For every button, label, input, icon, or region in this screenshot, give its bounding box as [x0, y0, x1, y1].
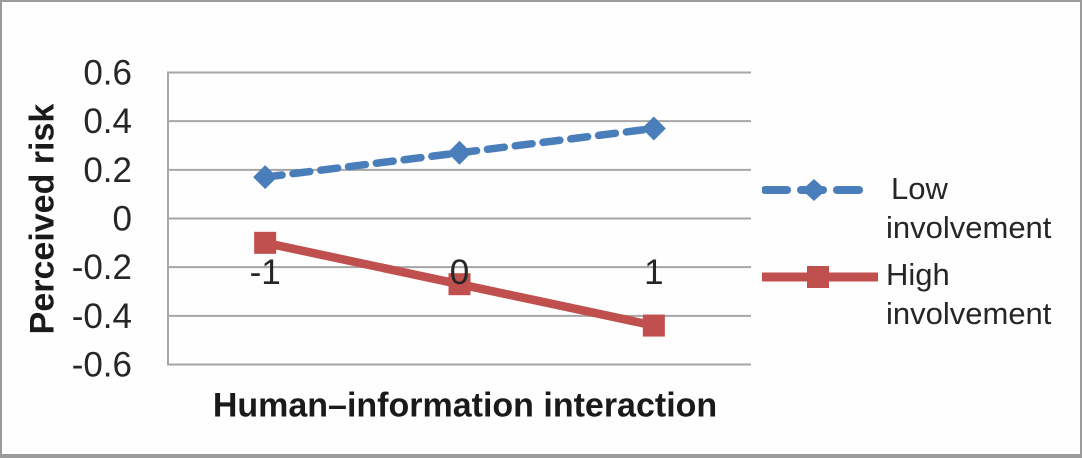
x-tick-label: -1 [250, 253, 281, 292]
square-marker-high-involvement [642, 314, 665, 337]
y-tick-label: 0.4 [83, 102, 132, 141]
legend-label-line: Low [891, 171, 948, 206]
legend-sample-solid-line-icon [762, 266, 878, 288]
y-tick-label: -0.2 [72, 248, 132, 287]
y-tick-label: -0.6 [72, 346, 132, 385]
diamond-marker-low-involvement [447, 140, 472, 165]
legend-sample-dashed-line-icon [762, 179, 866, 201]
legend-label-line: involvement [886, 296, 1052, 331]
x-axis-title: Human–information interaction [212, 386, 718, 425]
legend-label-line: High [886, 257, 950, 292]
y-tick-label: 0 [113, 200, 132, 239]
diamond-marker-low-involvement [253, 165, 278, 190]
legend-label-low-involvement: Low involvement [886, 169, 1051, 247]
x-tick-label: 1 [644, 253, 663, 292]
y-tick-label: 0.2 [83, 151, 132, 190]
y-axis-title: Perceived risk [23, 103, 62, 335]
legend-label-high-involvement: High involvement [886, 255, 1051, 333]
x-tick-label: 0 [450, 253, 469, 292]
diamond-marker-low-involvement [641, 116, 666, 141]
legend-label-line: involvement [886, 210, 1052, 245]
legend-square-marker-icon [807, 266, 829, 288]
y-tick-label: -0.4 [72, 297, 132, 336]
square-marker-high-involvement [254, 231, 277, 254]
legend-diamond-marker-icon [802, 179, 826, 201]
y-tick-label: 0.6 [83, 54, 132, 93]
square-marker-high-involvement [448, 273, 471, 296]
